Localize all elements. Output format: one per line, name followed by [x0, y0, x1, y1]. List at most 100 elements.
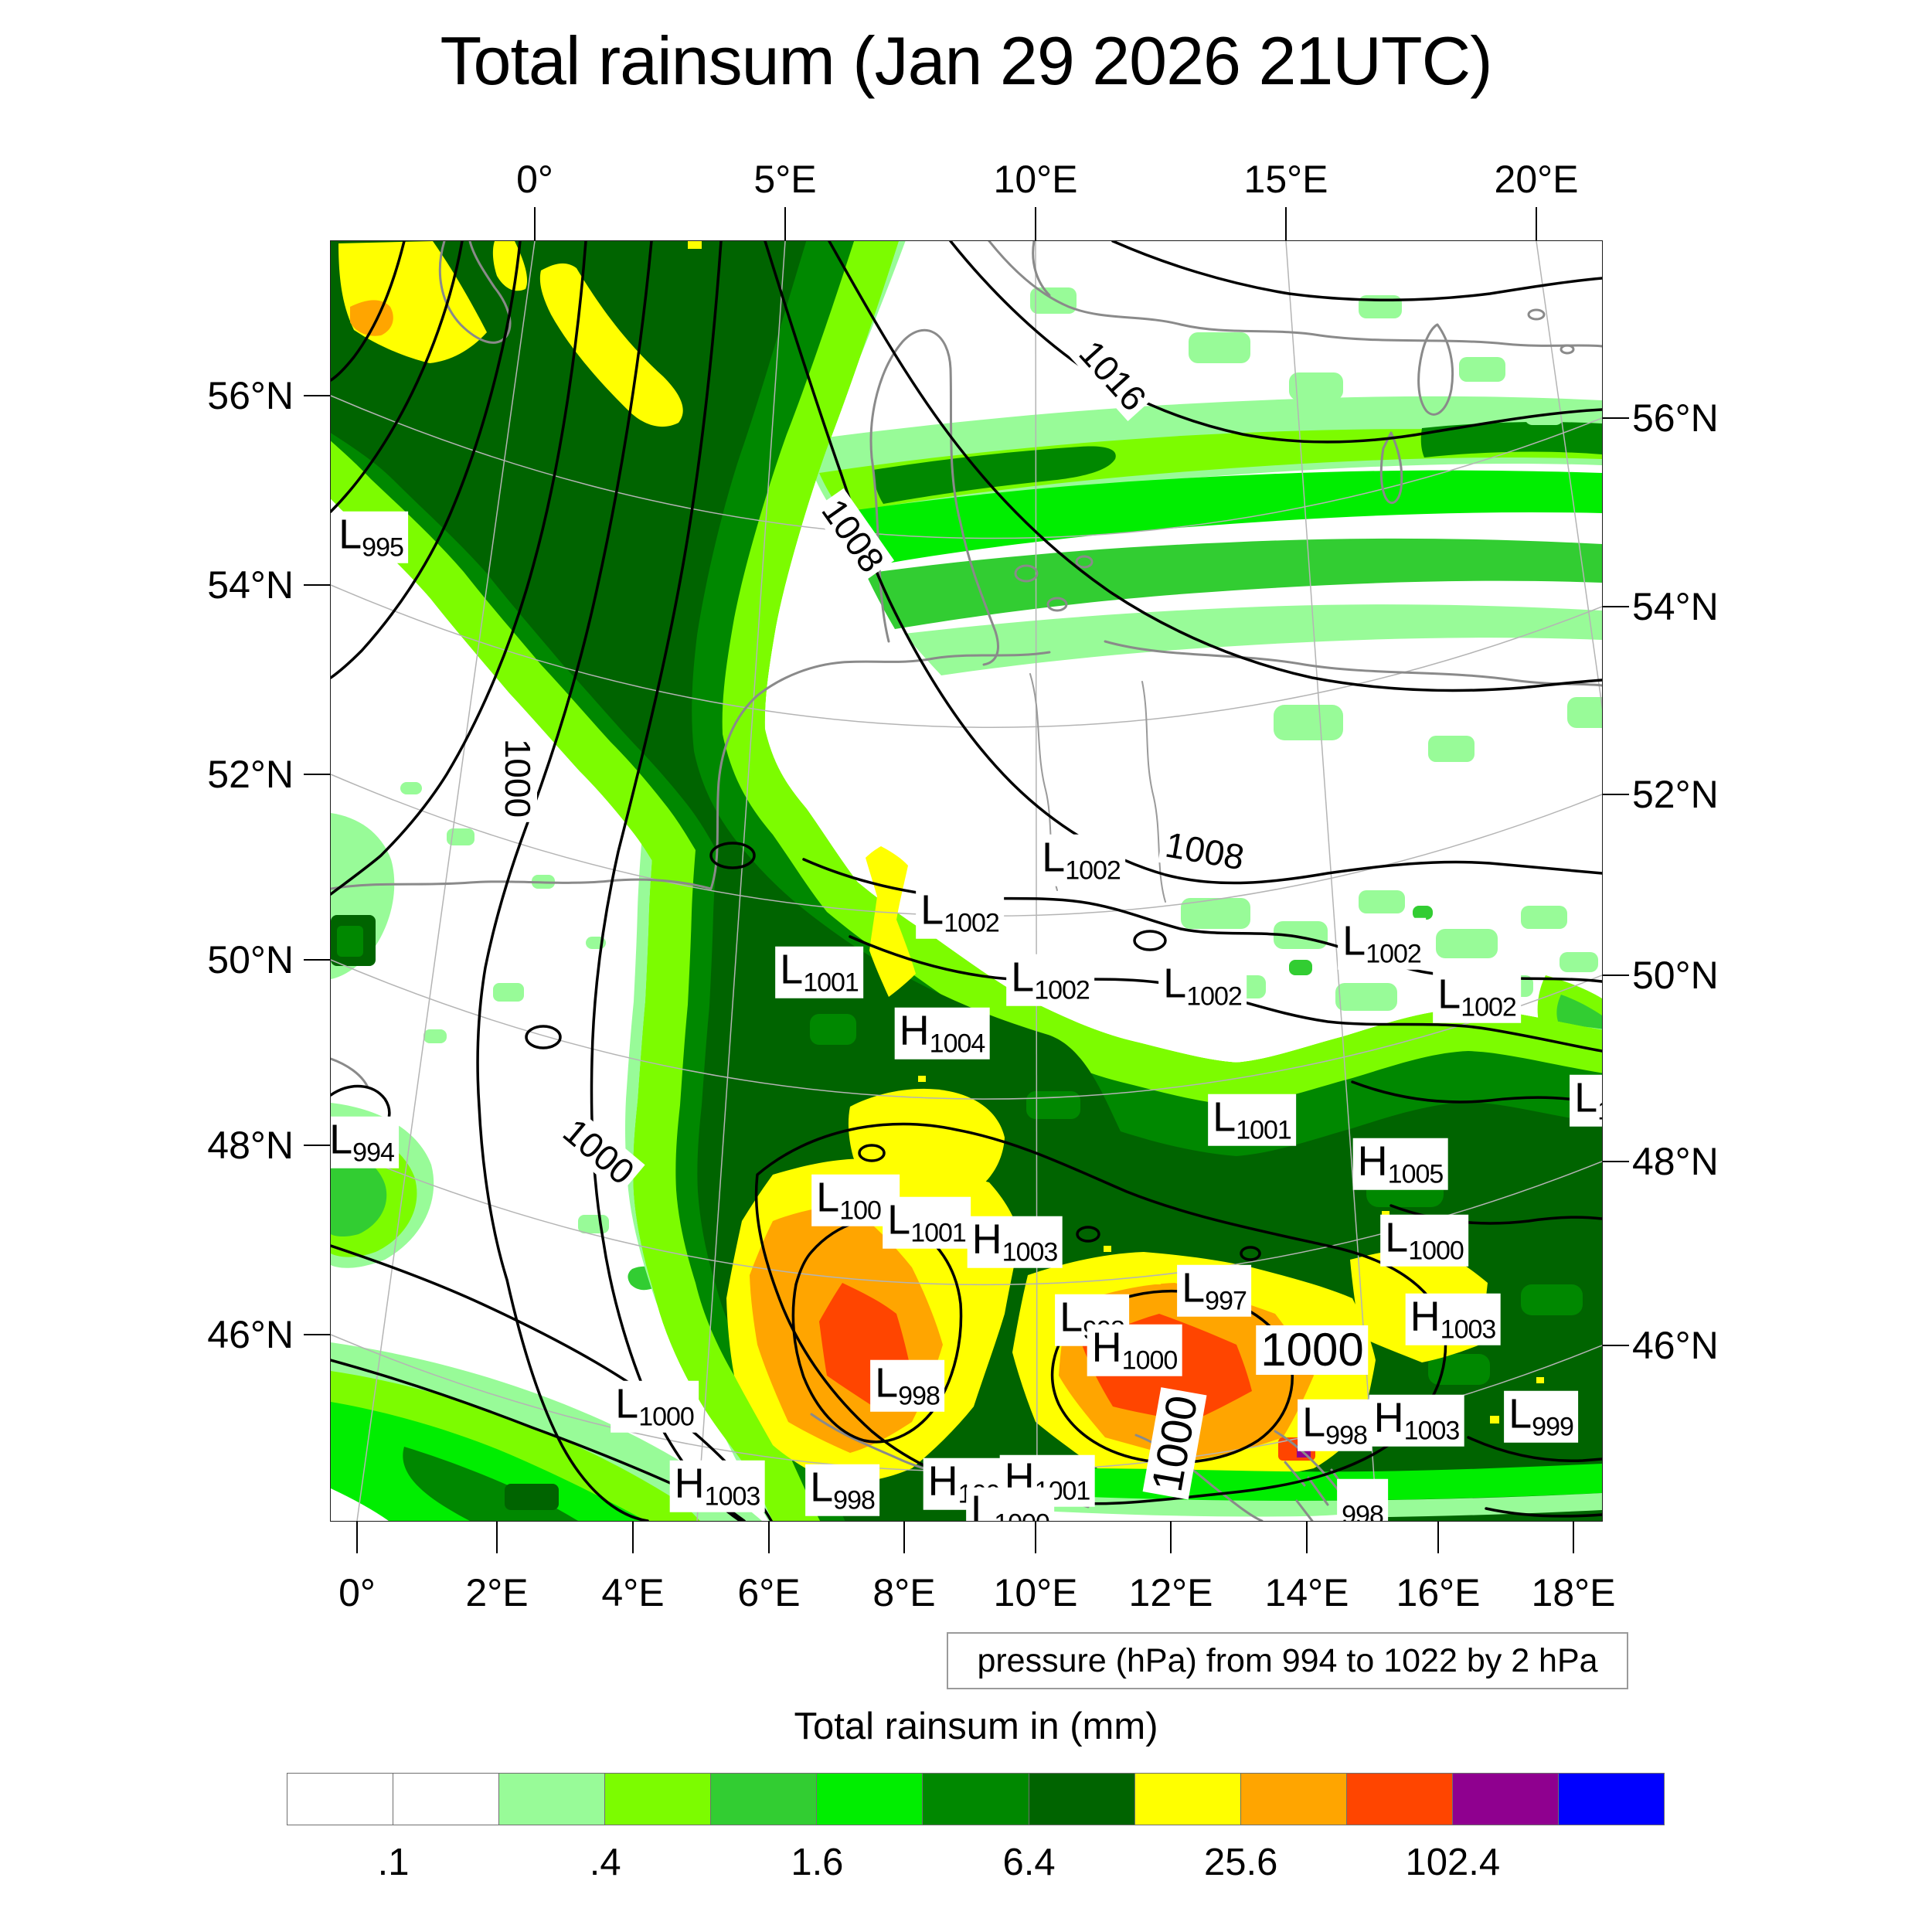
colorbar-cell: [710, 1773, 818, 1825]
pressure-center-letter: L: [1042, 834, 1066, 881]
pressure-center-value: 1002: [1186, 981, 1243, 1012]
pressure-center-label: L998: [1298, 1399, 1372, 1451]
bottom-axis-label: 6°E: [737, 1571, 801, 1614]
top-axis-tick: [1285, 207, 1287, 241]
pressure-center-letter: L: [887, 1196, 911, 1243]
pressure-center-label: L1000: [611, 1380, 699, 1433]
left-axis-tick: [304, 1145, 331, 1146]
pressure-center-value: 1001: [803, 968, 859, 998]
pressure-center-letter: H: [899, 1007, 930, 1054]
pressure-center-value: 1000: [638, 1402, 695, 1432]
pressure-center-label: L997: [1177, 1264, 1251, 1317]
bottom-axis-label: 12°E: [1128, 1571, 1213, 1614]
left-axis-tick: [304, 959, 331, 961]
pressure-center-label: L994: [331, 1116, 399, 1168]
bottom-axis-tick: [1437, 1521, 1439, 1553]
bottom-axis-label: 16°E: [1396, 1571, 1481, 1614]
pressure-center-label: L1002: [1006, 954, 1094, 1006]
map-artwork: [331, 241, 1602, 1521]
bottom-axis-tick: [768, 1521, 770, 1553]
right-axis-tick: [1602, 794, 1629, 795]
left-axis-tick: [304, 584, 331, 586]
pressure-center-label: H1003: [1369, 1394, 1464, 1447]
pressure-center-letter: L: [1342, 917, 1366, 964]
pressure-center-value: 1000: [1121, 1345, 1179, 1376]
pressure-center-label: H1003: [669, 1460, 765, 1512]
pressure-center-label: L1002: [1433, 971, 1521, 1023]
pressure-center-letter: L: [1385, 1214, 1409, 1261]
pressure-center-letter: L: [875, 1359, 899, 1406]
pressure-center-value: 1005: [1387, 1159, 1444, 1189]
top-axis-tick: [534, 207, 536, 241]
bottom-axis-label: 8°E: [872, 1571, 936, 1614]
bottom-axis-tick: [356, 1521, 358, 1553]
right-axis-tick: [1602, 1345, 1629, 1346]
top-axis-tick: [784, 207, 786, 241]
colorbar-cell: [1451, 1773, 1559, 1825]
pressure-center-value: 998: [1342, 1500, 1384, 1521]
right-axis-tick: [1602, 975, 1629, 976]
colorbar-cell: [1240, 1773, 1347, 1825]
pressure-center-value: 1003: [1002, 1237, 1059, 1267]
colorbar-tick-label: 102.4: [1405, 1842, 1501, 1883]
pressure-center-label: H1004: [894, 1007, 990, 1060]
bottom-axis-tick: [1306, 1521, 1308, 1553]
pressure-center-letter: H: [971, 1216, 1002, 1263]
pressure-center-value: 1002: [1461, 992, 1517, 1022]
pressure-center-letter: L: [920, 886, 944, 934]
pressure-center-value: 1003: [1440, 1315, 1497, 1345]
isobar-value-label: 1016: [1069, 329, 1157, 422]
pressure-center-letter: L: [1213, 1094, 1236, 1141]
pressure-center-value: 998: [1325, 1420, 1368, 1451]
isobar-value-label: 1008: [1158, 824, 1252, 878]
right-axis-label: 56°N: [1632, 396, 1719, 440]
pressure-center-letter: L: [971, 1487, 995, 1521]
colorbar-cell: [287, 1773, 394, 1825]
pressure-center-value: 997: [1205, 1286, 1247, 1316]
isobar-value-label: 1000: [498, 733, 538, 823]
bottom-axis-tick: [903, 1521, 905, 1553]
right-axis-label: 54°N: [1632, 585, 1719, 628]
pressure-center-letter: H: [1091, 1324, 1122, 1371]
rain-fill-layer: [331, 241, 1602, 1521]
colorbar-cell: [816, 1773, 923, 1825]
pressure-center-value: 998: [898, 1381, 940, 1411]
colorbar-cell: [498, 1773, 606, 1825]
pressure-center-letter: L: [1011, 954, 1035, 1001]
left-axis-tick: [304, 774, 331, 775]
right-axis-tick: [1602, 417, 1629, 419]
top-axis-label: 20°E: [1494, 158, 1579, 201]
pressure-center-value: 1002: [1065, 855, 1121, 886]
pressure-center-value: 1003: [704, 1481, 761, 1512]
isobar-value-label: 1000: [553, 1108, 645, 1195]
pressure-center-value: 999: [1532, 1412, 1574, 1442]
pressure-center-letter: L: [1182, 1264, 1206, 1311]
top-axis-label: 5°E: [753, 158, 817, 201]
bottom-axis-tick: [1573, 1521, 1574, 1553]
bottom-axis-label: 4°E: [601, 1571, 665, 1614]
right-axis-label: 48°N: [1632, 1140, 1719, 1183]
bottom-axis-tick: [496, 1521, 498, 1553]
pressure-center-letter: L: [1509, 1390, 1532, 1437]
pressure-center-value: 1001: [910, 1218, 967, 1248]
colorbar-title: Total rainsum in (mm): [794, 1706, 1158, 1747]
plot-title: Total rainsum (Jan 29 2026 21UTC): [440, 22, 1493, 99]
colorbar-cell: [604, 1773, 712, 1825]
bottom-axis-label: 18°E: [1531, 1571, 1616, 1614]
pressure-center-label: L1002: [1158, 960, 1247, 1012]
left-axis-label: 48°N: [207, 1124, 294, 1167]
right-axis-label: 52°N: [1632, 773, 1719, 816]
pressure-center-value: 1002: [944, 908, 1000, 938]
colorbar-cell: [1557, 1773, 1665, 1825]
pressure-center-letter: L: [1163, 960, 1187, 1007]
pressure-center-label: L1001: [1208, 1094, 1296, 1146]
isobar-value-label: 1008: [811, 488, 895, 583]
colorbar-cell: [1345, 1773, 1453, 1825]
pressure-center-label: H1003: [967, 1216, 1063, 1268]
map-area: L995 L994 L1002 L1002 L1001 L1002 L1002 L1002 L1…: [330, 240, 1603, 1522]
pressure-center-letter: H: [1410, 1293, 1440, 1340]
pressure-center-letter: H: [1373, 1394, 1404, 1441]
pressure-center-value: 1000: [1408, 1236, 1464, 1266]
pressure-center-value: 1001: [1236, 1115, 1292, 1145]
